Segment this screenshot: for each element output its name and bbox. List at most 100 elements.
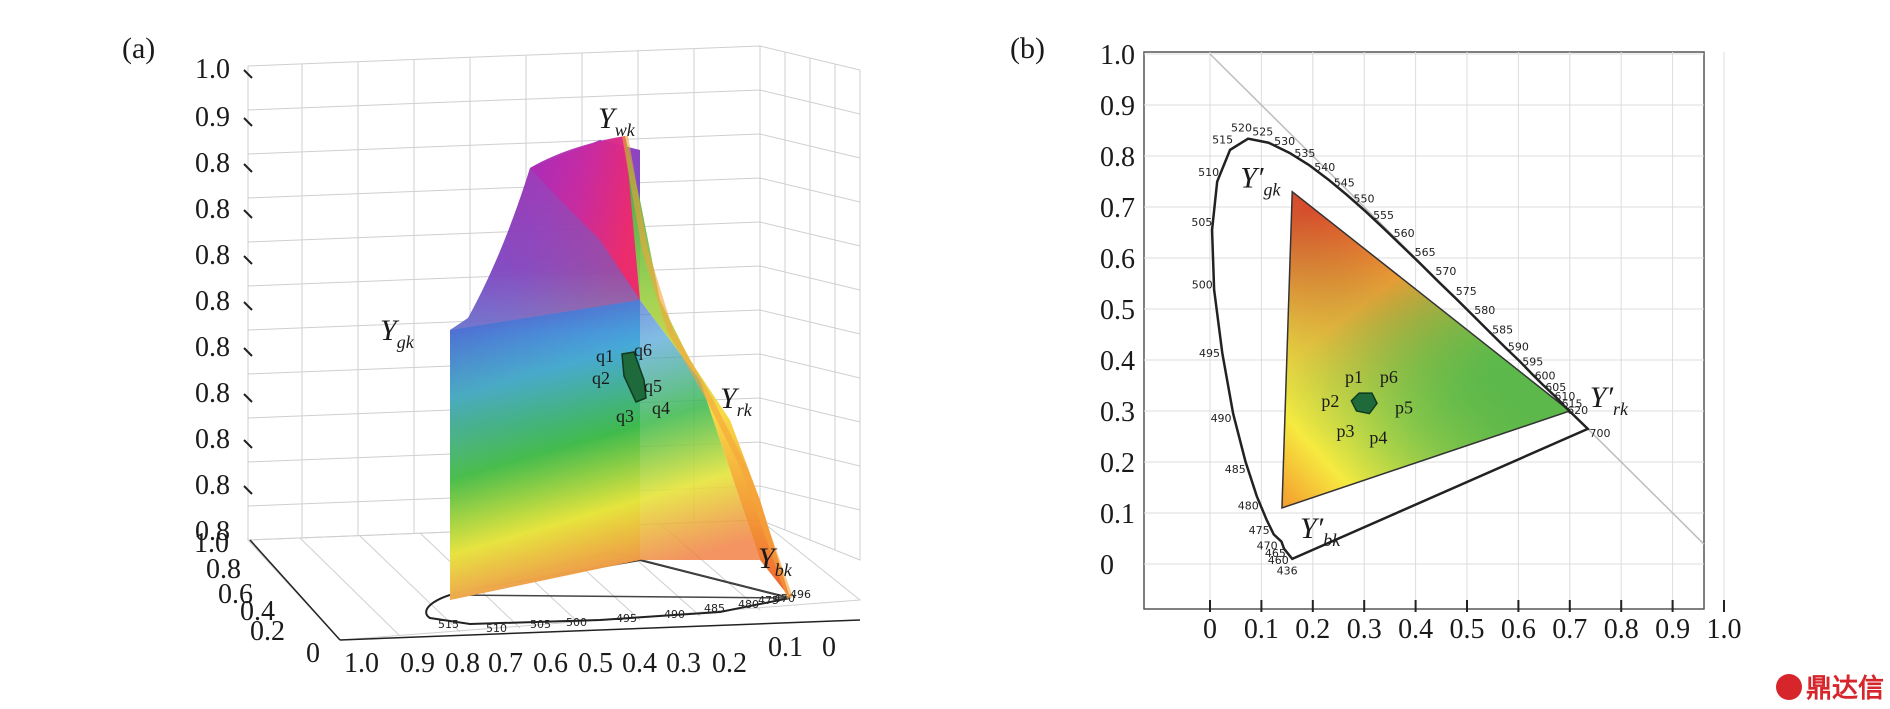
vertex-gk-prime-label: Y′gk [1240, 162, 1281, 200]
panel-a-vertex-labels: Ywk Ygk Yrk Ybk [380, 102, 793, 580]
locus-wavelength: 496 [790, 588, 811, 601]
solid-rk-edge [622, 135, 793, 599]
left-tick: 1.0 [194, 528, 229, 559]
panel-a-z-axis: 1.0 0.9 0.8 0.8 0.8 0.8 0.8 0.8 0.8 0.8 … [195, 54, 253, 547]
locus-wavelength-label: 500 [1192, 279, 1213, 292]
panel-b-plot: 1.0 0.9 0.8 0.7 0.6 0.5 0.4 0.3 0.2 0.1 0 0 0.1 0.2 0.… [1100, 40, 1742, 645]
q6-label: q6 [634, 340, 652, 360]
locus-wavelength: 490 [664, 608, 685, 621]
y-tick: 0.9 [1100, 91, 1135, 122]
left-tick: 0.4 [240, 596, 275, 627]
y-tick: 0.1 [1100, 499, 1135, 530]
x-tick: 0.7 [1552, 614, 1587, 645]
locus-wavelength: 495 [616, 612, 637, 625]
locus-wavelength-label: 460 [1268, 554, 1289, 567]
panel-a-bottom-axis: 1.0 0.9 0.8 0.7 0.6 0.5 0.4 0.3 0.2 0.1 … [339, 619, 861, 679]
locus-wavelength-label: 560 [1394, 227, 1415, 240]
z-tick: 0.9 [195, 102, 230, 133]
locus-wavelength-label: 620 [1567, 404, 1588, 417]
vertex-gk-label: Ygk [380, 314, 415, 352]
z-tick: 1.0 [195, 54, 230, 85]
z-tick: 0.8 [195, 378, 230, 409]
x-tick: 0.6 [1501, 614, 1536, 645]
locus-wavelength-label: 436 [1277, 565, 1298, 578]
solid-top-ridge [450, 136, 640, 330]
locus-wavelength-label: 485 [1225, 463, 1246, 476]
locus-wavelength-label: 520 [1231, 122, 1252, 135]
p-point-label: p2 [1321, 391, 1339, 411]
locus-wavelength-label: 570 [1435, 265, 1456, 278]
locus-wavelength-label: 475 [1249, 524, 1270, 537]
locus-wavelength: 515 [438, 618, 459, 631]
locus-wavelength-label: 465 [1265, 547, 1286, 560]
locus-wavelength-label: 595 [1522, 356, 1543, 369]
vertex-rk-prime-label: Y′rk [1590, 381, 1629, 419]
bottom-tick: 0.8 [445, 648, 480, 679]
x-tick: 0.5 [1450, 614, 1485, 645]
left-tick: 0.8 [206, 554, 241, 585]
bottom-tick: 0.9 [400, 648, 435, 679]
locus-wavelength-label: 480 [1238, 500, 1259, 513]
q2-label: q2 [592, 368, 610, 388]
solid-main-face [450, 300, 760, 600]
locus-wavelength-label: 545 [1334, 176, 1355, 189]
bottom-tick: 0.5 [578, 648, 613, 679]
locus-wavelength: 475 [758, 594, 779, 607]
triangle-yellow-overlay [1281, 191, 1570, 508]
z-tick: 0.8 [195, 148, 230, 179]
p-point-label: p4 [1369, 428, 1387, 448]
y-tick: 1.0 [1100, 40, 1135, 71]
locus-wavelength-label: 490 [1211, 412, 1232, 425]
y-tick: 0.2 [1100, 448, 1135, 479]
spectral-locus-b: 4364604654704754804854904955005055105155… [1191, 122, 1610, 578]
locus-wavelength: 505 [530, 618, 551, 631]
left-tick: 0 [306, 638, 320, 669]
x-tick: 0.2 [1295, 614, 1330, 645]
locus-curve [1210, 137, 1590, 561]
z-tick: 0.8 [195, 516, 230, 547]
panel-a-left-axis: 1.0 0.8 0.6 0.4 0.2 0 [194, 528, 341, 669]
bottom-tick: 0.1 [768, 632, 803, 663]
gamut-hexagon-a [621, 351, 647, 403]
locus-wavelength-label: 505 [1191, 216, 1212, 229]
locus-wavelength-label: 615 [1562, 398, 1583, 411]
locus-wavelength: 485 [704, 602, 725, 615]
q5-label: q5 [644, 376, 662, 396]
locus-wavelength-label: 590 [1508, 341, 1529, 354]
bottom-tick: 0.3 [666, 648, 701, 679]
locus-wavelength-label: 510 [1198, 166, 1219, 179]
vertex-wk-label: Ywk [598, 102, 636, 140]
x-tick: 0.1 [1244, 614, 1279, 645]
panel-a-points: q1 q2 q3 q4 q5 q6 [592, 340, 670, 426]
z-tick: 0.8 [195, 332, 230, 363]
locus-wavelength: 510 [486, 622, 507, 635]
locus-wavelength-label: 495 [1199, 347, 1220, 360]
x-tick: 0.4 [1398, 614, 1433, 645]
y-tick: 0.8 [1100, 142, 1135, 173]
z-tick: 0.8 [195, 194, 230, 225]
gamut-triangle-fill [1281, 190, 1572, 509]
vertex-bk-label: Ybk [758, 542, 793, 580]
locus-wavelength: 480 [738, 598, 759, 611]
bottom-tick: 0 [822, 632, 836, 663]
locus-wavelength-label: 575 [1456, 285, 1477, 298]
panel-b: (b) 1.0 0.9 0.8 0.7 0.6 0.5 0.4 0.3 0.2 0.1 0 0 0.1 0… [1010, 32, 1742, 645]
watermark: 鼎达信 [1775, 668, 1884, 705]
left-tick: 0.6 [218, 579, 253, 610]
z-tick: 0.8 [195, 424, 230, 455]
bottom-tick: 0.7 [488, 648, 523, 679]
panel-a-label: (a) [122, 32, 155, 65]
locus-wavelength-label: 530 [1274, 135, 1295, 148]
locus-wavelength-label: 515 [1212, 133, 1233, 146]
p-point-label: p1 [1345, 367, 1363, 387]
panel-a-color-solid [450, 135, 793, 600]
panel-b-label: (b) [1010, 32, 1045, 65]
vertex-rk-label: Yrk [720, 382, 753, 420]
bottom-tick: 0.2 [712, 648, 747, 679]
locus-wavelength-label: 525 [1252, 125, 1273, 138]
z-tick: 0.8 [195, 286, 230, 317]
y-tick: 0.7 [1100, 193, 1135, 224]
panel-a: (a) [122, 32, 862, 679]
bottom-tick: 0.4 [622, 648, 657, 679]
